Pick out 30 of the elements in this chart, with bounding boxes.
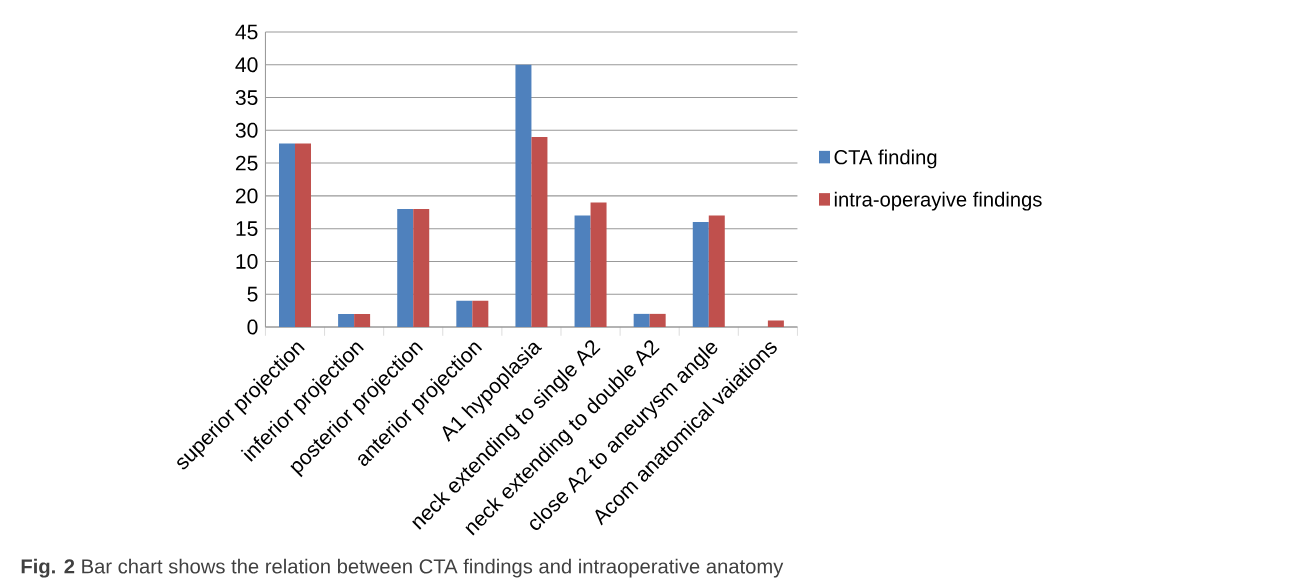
bar (574, 215, 591, 327)
y-tick-label: 40 (235, 57, 258, 73)
legend-label: intra-operayive findings (834, 191, 1042, 211)
y-tick-label: 25 (235, 155, 258, 171)
bar (456, 300, 473, 327)
y-tick-label: 15 (236, 221, 258, 236)
y-tick-label: 35 (235, 90, 258, 105)
y-tick-label: 45 (235, 24, 258, 40)
y-tick-label: 0 (247, 319, 258, 335)
bar (354, 313, 371, 327)
bar (472, 300, 489, 327)
y-tick-label: 5 (247, 286, 258, 302)
y-tick-label: 20 (235, 188, 258, 204)
bar (295, 143, 312, 327)
bar (515, 64, 532, 327)
bar (692, 222, 709, 327)
bar (708, 215, 725, 327)
bar (531, 136, 548, 327)
bar (633, 313, 650, 327)
text: Fig. 2 Bar chart shows the relation between CTA findings and intraoperative anatomy (21, 558, 784, 578)
bar (767, 320, 784, 327)
bar (590, 202, 607, 327)
bar (279, 143, 296, 327)
bar (338, 313, 355, 327)
bar (413, 208, 430, 327)
y-tick-label: 10 (236, 253, 258, 269)
bar (649, 313, 666, 327)
bar (397, 208, 414, 327)
y-tick-label: 30 (235, 122, 258, 138)
legend-label: CTA finding (834, 149, 937, 169)
